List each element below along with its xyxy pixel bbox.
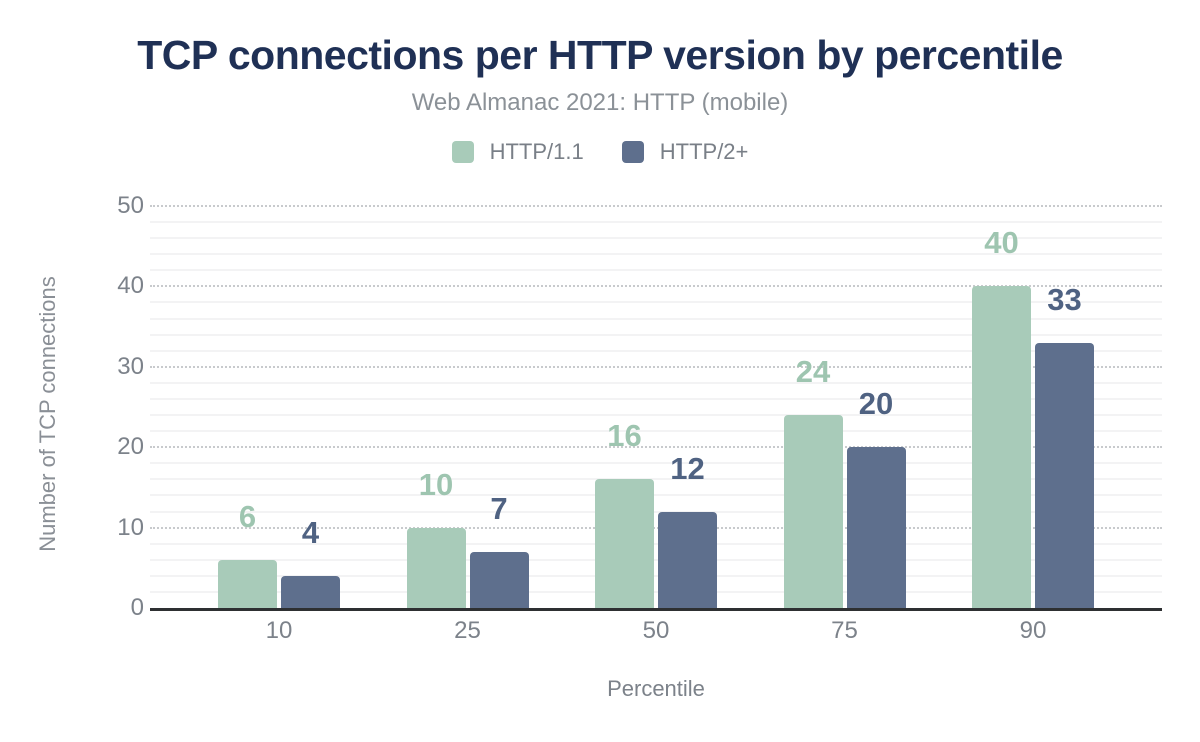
y-tick-label-30: 30 xyxy=(117,352,144,380)
legend-label-http-1-1: HTTP/1.1 xyxy=(489,139,584,164)
minor-gridline xyxy=(150,414,1162,417)
minor-gridline xyxy=(150,574,1162,577)
bar-wrap-http-1-1-p25: 10 xyxy=(406,466,466,608)
bar-http-2-p75 xyxy=(846,447,906,608)
bar-value-http-2-p75: 20 xyxy=(858,386,894,422)
y-tick-label-50: 50 xyxy=(117,192,144,219)
legend-label-http-2: HTTP/2+ xyxy=(659,139,749,164)
bar-value-http-1-1-p10: 6 xyxy=(238,498,257,534)
minor-gridline xyxy=(150,317,1162,320)
y-tick-label-0: 0 xyxy=(130,594,144,621)
y-axis-tick-labels: 0 10 20 30 40 50 xyxy=(0,192,144,621)
minor-gridline xyxy=(150,510,1162,513)
bar-value-http-2-p90: 33 xyxy=(1047,281,1082,317)
major-gridline xyxy=(150,446,1162,449)
legend: HTTP/1.1 HTTP/2+ xyxy=(0,139,1200,165)
bar-value-http-2-p10: 4 xyxy=(301,514,320,550)
bar-group-p90: 40 33 xyxy=(939,206,1128,608)
x-tick-label-75: 75 xyxy=(831,617,858,644)
bar-http-1-1-p25 xyxy=(406,527,466,608)
bar-wrap-http-2-p90: 33 xyxy=(1035,284,1094,608)
bar-wrap-http-1-1-p75: 24 xyxy=(783,354,843,608)
minor-gridline xyxy=(150,237,1162,240)
minor-gridline xyxy=(150,430,1162,433)
bar-wrap-http-1-1-p90: 40 xyxy=(972,227,1031,608)
bar-http-1-1-p50 xyxy=(595,479,654,608)
bar-wrap-http-2-p25: 7 xyxy=(469,490,529,608)
y-tick-label-20: 20 xyxy=(117,433,144,461)
minor-gridline xyxy=(150,478,1162,481)
bar-wrap-http-1-1-p10: 6 xyxy=(218,501,277,608)
x-tick-label-25: 25 xyxy=(454,617,481,644)
legend-item-http-2: HTTP/2+ xyxy=(621,139,749,165)
x-axis-tick-labels: 10 25 50 75 90 xyxy=(150,617,1162,645)
y-tick-label-40: 40 xyxy=(117,272,144,300)
bar-wrap-http-1-1-p50: 16 xyxy=(595,420,654,608)
bar-wrap-http-2-p50: 12 xyxy=(658,453,717,608)
bar-http-1-1-p75 xyxy=(783,415,843,608)
bar-series-container: 6 4 10 7 16 12 24 20 40 33 xyxy=(150,206,1162,608)
minor-gridline xyxy=(150,333,1162,336)
major-gridline xyxy=(150,285,1162,288)
major-gridline xyxy=(150,365,1162,368)
minor-gridline xyxy=(150,542,1162,545)
minor-gridline xyxy=(150,301,1162,304)
plot-area: 6 4 10 7 16 12 24 20 40 33 xyxy=(150,205,1162,611)
bar-value-http-1-1-p90: 40 xyxy=(984,225,1019,261)
x-tick-label-90: 90 xyxy=(1019,617,1047,644)
bar-http-2-p25 xyxy=(469,551,529,608)
bar-value-http-1-1-p50: 16 xyxy=(607,418,642,454)
bar-group-p25: 10 7 xyxy=(373,206,562,608)
x-axis-title: Percentile xyxy=(607,676,705,701)
bar-wrap-http-2-p10: 4 xyxy=(281,517,340,608)
legend-item-http-1-1: HTTP/1.1 xyxy=(451,139,584,165)
bar-value-http-2-p50: 12 xyxy=(670,450,705,486)
minor-gridline xyxy=(150,269,1162,272)
bar-http-2-p90 xyxy=(1035,342,1094,608)
legend-swatch-http-1-1 xyxy=(451,141,474,163)
bar-group-p75: 24 20 xyxy=(750,206,939,608)
minor-gridline xyxy=(150,590,1162,593)
bar-http-2-p50 xyxy=(658,511,717,608)
major-gridline xyxy=(150,205,1162,207)
minor-gridline xyxy=(150,381,1162,384)
minor-gridline xyxy=(150,349,1162,352)
minor-gridline xyxy=(150,494,1162,497)
chart-title: TCP connections per HTTP version by perc… xyxy=(137,32,1063,78)
minor-gridline xyxy=(150,253,1162,256)
bar-value-http-1-1-p75: 24 xyxy=(795,354,831,390)
minor-gridline xyxy=(150,462,1162,465)
bar-group-p50: 16 12 xyxy=(562,206,751,608)
bar-value-http-1-1-p25: 10 xyxy=(418,466,454,502)
bar-http-1-1-p90 xyxy=(972,286,1031,608)
major-gridline xyxy=(150,526,1162,529)
bar-value-http-2-p25: 7 xyxy=(490,490,508,526)
chart-subtitle: Web Almanac 2021: HTTP (mobile) xyxy=(411,89,789,116)
x-tick-label-10: 10 xyxy=(265,617,293,644)
x-tick-label-50: 50 xyxy=(642,617,670,644)
y-tick-label-10: 10 xyxy=(117,513,144,541)
minor-gridline xyxy=(150,221,1162,224)
minor-gridline xyxy=(150,397,1162,400)
minor-gridline xyxy=(150,558,1162,561)
legend-swatch-http-2 xyxy=(621,141,644,163)
bar-http-2-p10 xyxy=(281,575,340,608)
bar-wrap-http-2-p75: 20 xyxy=(846,386,906,608)
bar-http-1-1-p10 xyxy=(218,559,277,608)
